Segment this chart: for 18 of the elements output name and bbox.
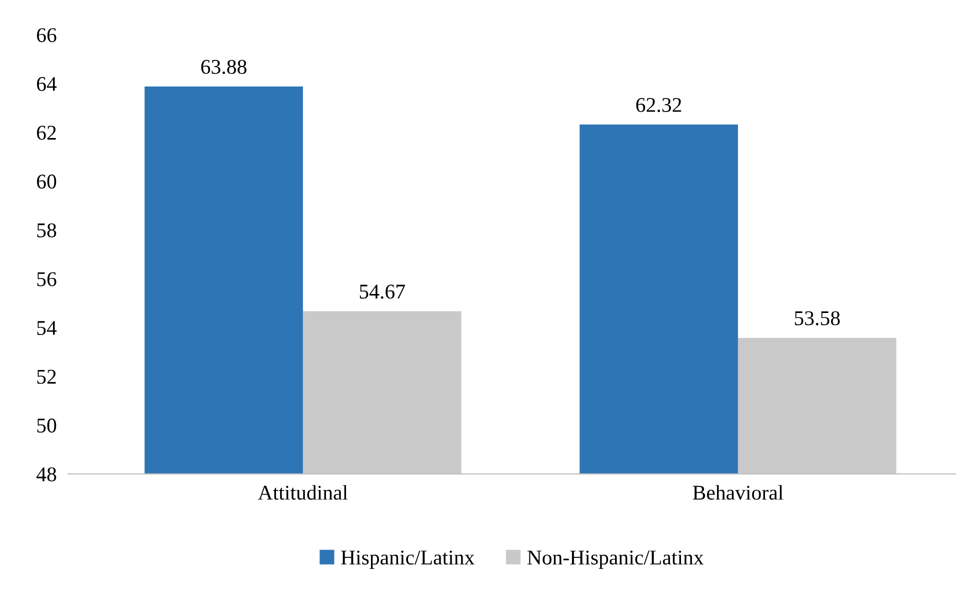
x-tick-label: Attitudinal <box>258 485 348 500</box>
data-label: 62.32 <box>636 98 682 112</box>
legend-label: Non-Hispanic/Latinx <box>527 550 704 569</box>
legend-label: Hispanic/Latinx <box>341 550 474 569</box>
y-tick-label: 50 <box>37 418 56 433</box>
y-tick-label: 56 <box>37 272 56 286</box>
y-tick-label: 52 <box>37 370 56 384</box>
y-tick-label: 54 <box>37 321 57 336</box>
y-tick-label: 60 <box>36 174 56 189</box>
y-tick-label: 62 <box>36 126 56 140</box>
x-tick-label: Behavioral <box>692 485 784 500</box>
y-tick-label: 64 <box>36 77 57 92</box>
y-tick-label: 58 <box>37 223 56 238</box>
data-label: 53.58 <box>794 311 840 326</box>
y-tick-label: 48 <box>36 467 56 482</box>
y-tick-label: 66 <box>36 28 56 42</box>
data-label: 54.67 <box>360 284 405 299</box>
data-label: 63.88 <box>201 60 246 74</box>
